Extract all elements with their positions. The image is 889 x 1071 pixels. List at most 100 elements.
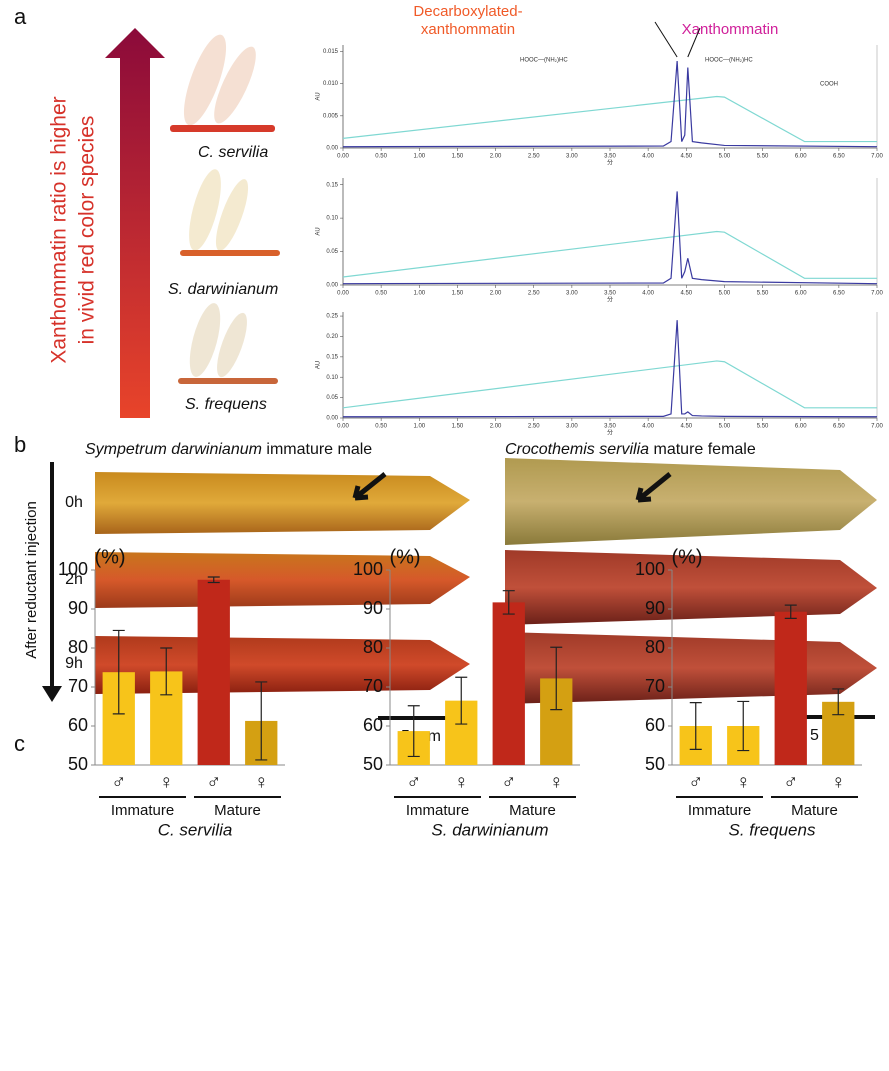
- time-label: 2h: [65, 571, 83, 588]
- structure-label: HOOC—(NH₂)HC: [705, 58, 753, 64]
- error-bar: [455, 676, 468, 725]
- time-label: 0h: [65, 494, 83, 511]
- x-tick-label: 6.00: [795, 424, 807, 430]
- y-axis-label: (%): [671, 546, 702, 568]
- x-tick-label: 2.00: [490, 424, 502, 430]
- x-tick-label: 4.00: [642, 291, 654, 297]
- x-tick-label: ♀: [736, 771, 751, 793]
- group-label: Immature: [111, 802, 174, 819]
- annotation-arrow: [687, 27, 701, 58]
- x-tick-label: 5.00: [719, 291, 731, 297]
- chromatogram-line: [342, 230, 877, 279]
- x-tick-label: 4.50: [680, 291, 692, 297]
- x-tick-label: 4.50: [680, 154, 692, 160]
- gradient-arrow: [105, 28, 165, 418]
- y-tick-label: 60: [68, 715, 88, 735]
- chromatogram-line: [342, 360, 877, 409]
- x-tick-label: 1.50: [452, 154, 464, 160]
- x-axis-label: 分: [607, 429, 613, 437]
- arrow-text: Xanthommatin ratio is higher: [48, 96, 71, 363]
- x-tick-label: ♂: [688, 771, 703, 793]
- y-axis-label: AU: [316, 361, 322, 369]
- title-italic: Crocothemis servilia: [505, 441, 649, 458]
- x-tick-label: 3.50: [604, 154, 616, 160]
- structure-label: COOH: [820, 82, 838, 88]
- y-tick-label: 80: [363, 637, 383, 657]
- panel-label: a: [14, 4, 27, 29]
- abdomen-photos-right: [505, 458, 877, 704]
- error-bar: [502, 590, 515, 615]
- x-tick-label: 1.00: [413, 154, 425, 160]
- time-arrow-head: [42, 686, 62, 702]
- annotation: Decarboxylated-: [413, 3, 522, 20]
- error-bar: [784, 604, 797, 619]
- structure-label: HOOC—(NH₂)HC: [520, 58, 568, 64]
- annotation-arrow: [654, 21, 678, 58]
- chromatogram-line: [342, 61, 878, 148]
- error-bar: [689, 702, 702, 750]
- error-bar: [112, 629, 125, 715]
- y-tick-label: 50: [68, 754, 88, 774]
- title-rest: mature female: [649, 441, 756, 458]
- y-tick-label: 0.15: [326, 354, 338, 360]
- x-tick-label: 2.00: [490, 291, 502, 297]
- x-tick-label: ♂: [206, 771, 221, 793]
- x-tick-label: 1.00: [413, 291, 425, 297]
- group-label: Mature: [214, 802, 261, 819]
- y-tick-label: 50: [645, 754, 665, 774]
- dragonfly: [178, 303, 278, 384]
- x-tick-label: 5.50: [757, 424, 769, 430]
- x-tick-label: 3.00: [566, 291, 578, 297]
- x-tick-label: 5.50: [757, 154, 769, 160]
- bar: [197, 579, 230, 765]
- x-tick-label: ♀: [454, 771, 469, 793]
- image-title: Crocothemis servilia mature female: [505, 441, 756, 458]
- y-tick-label: 70: [68, 676, 88, 696]
- y-tick-label: 0.00: [326, 146, 338, 152]
- x-tick-label: 0.50: [375, 291, 387, 297]
- x-tick-label: ♂: [111, 771, 126, 793]
- pointer-arrow: [635, 472, 672, 503]
- y-tick-label: 90: [645, 598, 665, 618]
- x-tick-label: 2.50: [528, 291, 540, 297]
- group-label: Immature: [406, 802, 469, 819]
- x-tick-label: 5.50: [757, 291, 769, 297]
- y-tick-label: 0.005: [323, 113, 339, 119]
- y-axis-label: AU: [316, 92, 322, 100]
- x-tick-label: 0.50: [375, 424, 387, 430]
- y-tick-label: 0.25: [326, 314, 338, 320]
- x-tick-label: 5.00: [719, 424, 731, 430]
- x-tick-label: 6.50: [833, 291, 845, 297]
- group-label: Mature: [509, 802, 556, 819]
- chart-title: S. darwinianum: [431, 820, 548, 839]
- x-tick-label: 0.00: [337, 424, 349, 430]
- error-bar: [160, 647, 173, 696]
- x-tick-label: 3.50: [604, 424, 616, 430]
- y-tick-label: 100: [353, 559, 383, 579]
- x-tick-label: ♀: [831, 771, 846, 793]
- x-tick-label: 7.00: [871, 291, 883, 297]
- chromatogram-line: [342, 95, 877, 143]
- y-tick-label: 100: [635, 559, 665, 579]
- arrow-text: After reductant injection: [23, 501, 40, 659]
- pointer-arrow: [352, 472, 387, 501]
- x-tick-label: 1.50: [452, 424, 464, 430]
- x-tick-label: 0.50: [375, 154, 387, 160]
- annotation: xanthommatin: [421, 21, 515, 38]
- error-bar: [255, 681, 268, 761]
- y-tick-label: 60: [363, 715, 383, 735]
- title-rest: immature male: [262, 441, 372, 458]
- species-label: C. servilia: [198, 144, 268, 161]
- x-tick-label: 3.00: [566, 154, 578, 160]
- x-tick-label: 2.50: [528, 154, 540, 160]
- x-axis-label: 分: [607, 159, 613, 167]
- x-tick-label: 3.50: [604, 291, 616, 297]
- arrow-text: in vivid red color species: [76, 116, 99, 345]
- x-tick-label: 6.00: [795, 291, 807, 297]
- species-label: S. frequens: [185, 396, 267, 413]
- x-tick-label: 4.00: [642, 424, 654, 430]
- chromatogram-line: [342, 191, 878, 285]
- x-tick-label: 6.50: [833, 424, 845, 430]
- x-tick-label: 1.00: [413, 424, 425, 430]
